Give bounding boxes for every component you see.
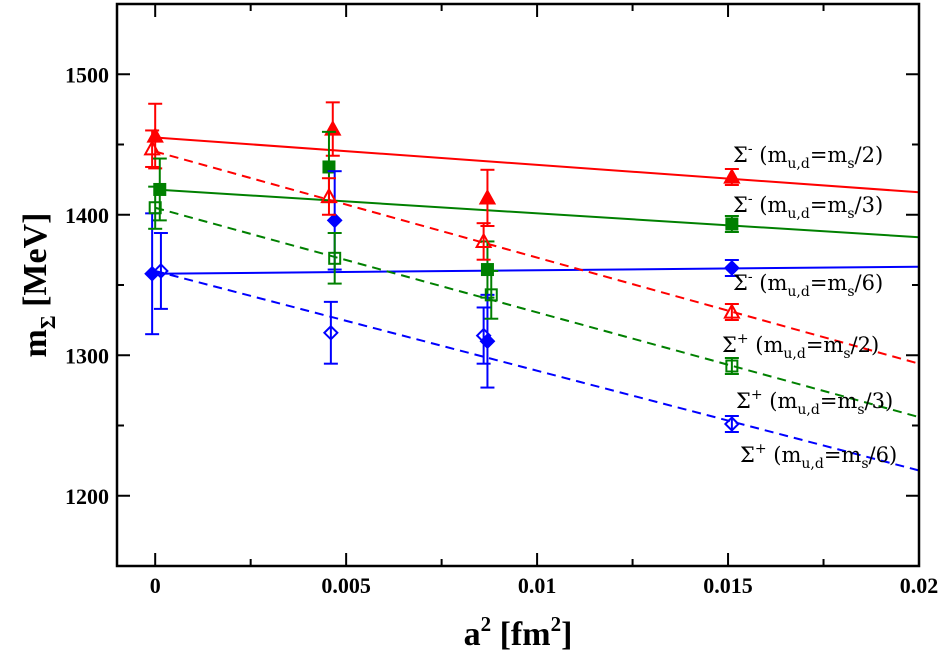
data-point-series-6 bbox=[322, 324, 339, 341]
legend-marker-6 bbox=[723, 416, 740, 432]
data-point-series-5 bbox=[328, 251, 342, 265]
legend: Σ- (mu,d=ms/2) Σ- (mu,d=ms/3) Σ- (mu,d=ms/… bbox=[722, 141, 897, 472]
legend-entry-5: Σ+ (mu,d=ms/3) bbox=[736, 387, 893, 418]
legend-entry-4: Σ+ (mu,d=ms/2) bbox=[722, 331, 879, 362]
legend-marker-4 bbox=[723, 302, 741, 319]
legend-marker-5 bbox=[725, 359, 739, 373]
y-axis-title: mΣ [MeV] bbox=[17, 213, 60, 358]
fit-line-1 bbox=[155, 136, 920, 194]
data-point-series-1 bbox=[478, 188, 497, 205]
y-tick-label: 1500 bbox=[65, 62, 109, 87]
data-point-series-4 bbox=[474, 232, 493, 249]
x-tick-label: 0.015 bbox=[703, 573, 753, 598]
legend-entry-2: Σ- (mu,d=ms/3) bbox=[733, 191, 883, 222]
x-tick-label: 0.02 bbox=[900, 573, 939, 598]
fit-line-2 bbox=[155, 188, 920, 239]
x-tick-label: 0.005 bbox=[321, 573, 371, 598]
axes: 0 0.005 0.01 0.015 0.02 1200 1300 1400 1500 bbox=[65, 3, 939, 598]
legend-entry-3: Σ- (mu,d=ms/6) bbox=[733, 269, 883, 300]
data-point-series-5 bbox=[484, 288, 498, 302]
data-point-series-4 bbox=[143, 139, 161, 156]
data-point-series-6 bbox=[153, 263, 169, 279]
plot-marks bbox=[143, 101, 920, 472]
y-tick-label: 1300 bbox=[65, 343, 109, 368]
legend-marker-1 bbox=[723, 167, 741, 184]
fit-line-6 bbox=[154, 269, 920, 472]
legend-entry-6: Σ+ (mu,d=ms/6) bbox=[740, 441, 897, 472]
fit-line-4 bbox=[154, 150, 920, 365]
data-point-series-4 bbox=[320, 187, 338, 204]
y-tick-label: 1400 bbox=[65, 203, 109, 228]
legend-entry-1: Σ- (mu,d=ms/2) bbox=[733, 141, 883, 172]
data-point-series-5 bbox=[148, 201, 162, 215]
legend-marker-3 bbox=[723, 260, 740, 276]
x-axis-title: a2 [fm2] bbox=[464, 612, 573, 652]
data-point-series-6 bbox=[475, 327, 492, 344]
fit-line-5 bbox=[154, 206, 920, 419]
data-point-series-2 bbox=[322, 160, 336, 174]
data-point-series-3 bbox=[326, 212, 343, 229]
fit-line-3 bbox=[155, 265, 920, 275]
x-tick-label: 0.01 bbox=[518, 573, 557, 598]
x-tick-label: 0 bbox=[150, 573, 161, 598]
y-tick-label: 1200 bbox=[65, 484, 109, 509]
data-point-series-2 bbox=[480, 263, 494, 277]
legend-marker-2 bbox=[725, 217, 739, 231]
